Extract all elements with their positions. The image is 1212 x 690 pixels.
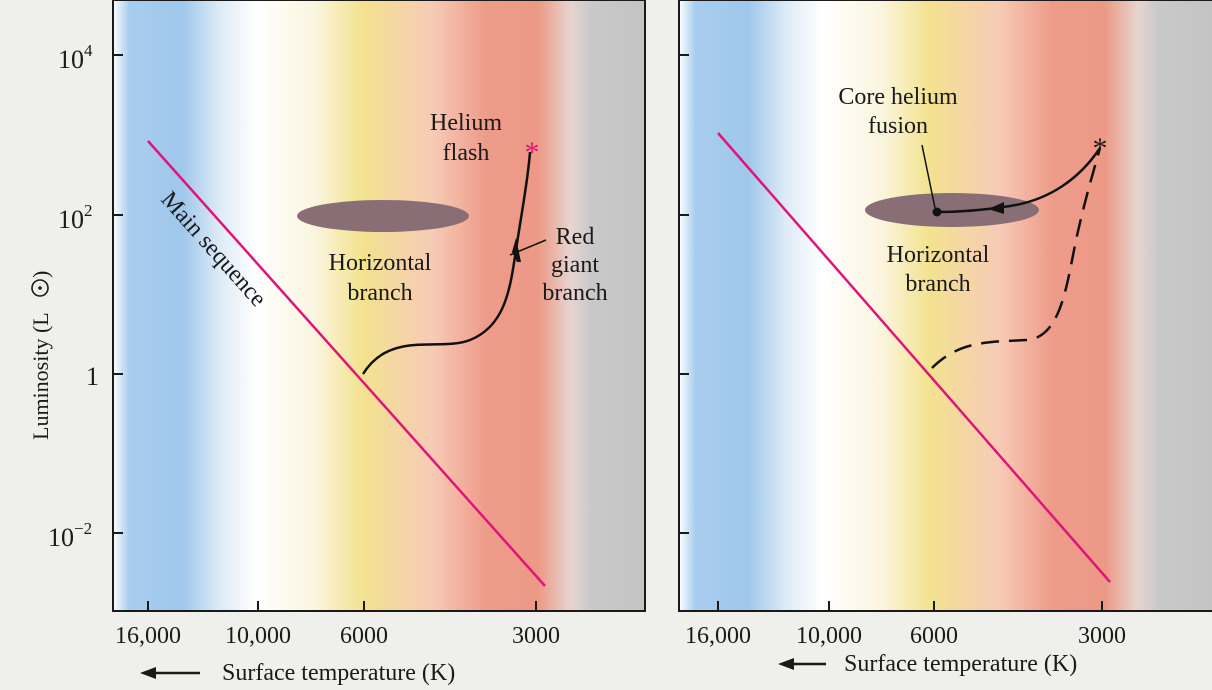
x-tick-label: 6000 — [910, 623, 958, 649]
y-tick-label: 104 — [58, 41, 93, 74]
x-axis-label: Surface temperature (K) — [222, 660, 455, 685]
x-tick-label: 3000 — [512, 623, 560, 649]
horizontal-branch-label: branch — [905, 271, 970, 297]
y-tick-label: 10−2 — [48, 519, 92, 552]
helium-flash-label: flash — [443, 140, 490, 166]
left-panel: 104 102 1 10−2 Luminosity (L ) 16,000 10… — [28, 0, 646, 686]
y-tick-label: 1 — [86, 362, 99, 391]
red-giant-branch-label: Red — [556, 224, 595, 250]
y-tick-label: 102 — [58, 201, 93, 234]
red-giant-branch-label: giant — [551, 252, 599, 278]
red-giant-track — [361, 151, 532, 375]
left-plot-background — [113, 0, 645, 611]
red-giant-pointer — [509, 239, 547, 256]
right-plot-background — [679, 0, 1212, 611]
track-arrow-icon — [988, 202, 1004, 214]
red-giant-dashed-track — [931, 147, 1102, 369]
helium-flash-star-icon: * — [525, 136, 540, 169]
horizontal-branch-label: Horizontal — [329, 250, 432, 276]
x-tick-label: 3000 — [1078, 623, 1126, 649]
helium-flash-label: Helium — [430, 110, 502, 136]
right-plot-frame — [678, 0, 1212, 612]
horizontal-branch-label: Horizontal — [887, 242, 990, 268]
main-sequence-line — [147, 140, 546, 587]
svg-text:Luminosity (L: Luminosity (L — [28, 312, 53, 440]
horizontal-branch-region — [865, 193, 1039, 227]
core-helium-fusion-label: Core helium — [838, 84, 958, 110]
horizontal-branch-label: branch — [347, 280, 412, 306]
main-sequence-line — [717, 132, 1111, 583]
x-tick-label: 16,000 — [115, 623, 181, 649]
x-tick-label: 10,000 — [796, 623, 862, 649]
x-axis-label: Surface temperature (K) — [844, 651, 1077, 677]
horizontal-branch-region — [297, 200, 469, 232]
right-panel: 16,000 10,000 6000 3000 Surface temperat… — [678, 0, 1212, 677]
track-arrow-icon — [512, 238, 521, 262]
core-fusion-pointer — [921, 144, 936, 209]
x-tick-label: 16,000 — [685, 623, 751, 649]
horizontal-branch-dot — [932, 207, 942, 217]
core-helium-fusion-label: fusion — [868, 113, 928, 139]
left-arrow-icon-head — [778, 658, 794, 670]
red-giant-branch-label: branch — [542, 280, 607, 306]
star-icon: * — [1093, 132, 1108, 165]
y-axis-label: Luminosity (L ) — [28, 271, 53, 440]
x-tick-label: 10,000 — [225, 623, 291, 649]
left-arrow-icon-head — [140, 667, 156, 679]
left-plot-frame — [112, 0, 646, 612]
x-tick-label: 6000 — [340, 623, 388, 649]
svg-text:): ) — [28, 271, 53, 278]
core-helium-track — [936, 147, 1102, 214]
